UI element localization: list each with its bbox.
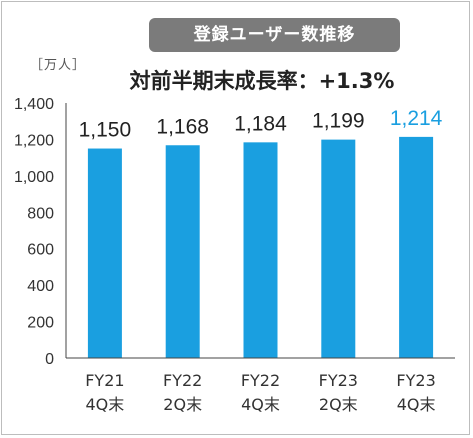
bar-value-label: 1,214	[390, 107, 443, 130]
x-category-label: 2Q末	[163, 395, 202, 414]
bar	[243, 142, 278, 358]
x-axis: FY21 4Q末 FY22 2Q末 FY22 4Q末 FY23 2Q末 FY23 4Q末	[66, 357, 455, 414]
y-tick-label: 400	[27, 278, 54, 295]
bar-value-label: 1,199	[312, 110, 365, 133]
bar-value-label: 1,168	[156, 115, 209, 138]
x-category-label: FY22	[241, 371, 280, 390]
x-category-label: 4Q末	[397, 395, 436, 414]
bar-value-label: 1,184	[234, 112, 287, 135]
y-axis: 0 200 400 600 800 1,000 1,200 1,400	[14, 96, 67, 368]
y-tick-label: 200	[27, 315, 54, 332]
x-category-label: 4Q末	[241, 395, 280, 414]
bar	[399, 136, 434, 358]
unit-label: ［万人］	[30, 58, 87, 73]
x-category-label: 2Q末	[319, 395, 358, 414]
bar	[165, 145, 200, 358]
bar	[321, 139, 356, 358]
y-tick-label: 1,400	[14, 96, 54, 113]
y-tick-label: 0	[45, 351, 54, 368]
chart-title: 登録ユーザー数推移	[149, 18, 400, 52]
bar-value-label: 1,150	[79, 119, 132, 142]
x-category-label: FY23	[396, 371, 435, 390]
x-category-label: 4Q末	[86, 395, 125, 414]
x-category-label: FY22	[163, 371, 202, 390]
growth-annotation: 対前半期末成長率：+1.3%	[129, 69, 395, 93]
bar	[87, 148, 122, 358]
x-category-label: FY23	[319, 371, 358, 390]
bars	[87, 136, 434, 358]
x-category-label: FY21	[85, 371, 124, 390]
y-tick-label: 1,200	[14, 132, 54, 149]
y-tick-label: 1,000	[14, 169, 54, 186]
y-tick-label: 600	[27, 242, 54, 259]
value-labels: 1,150 1,168 1,184 1,199 1,214	[79, 107, 443, 142]
y-tick-label: 800	[27, 205, 54, 222]
